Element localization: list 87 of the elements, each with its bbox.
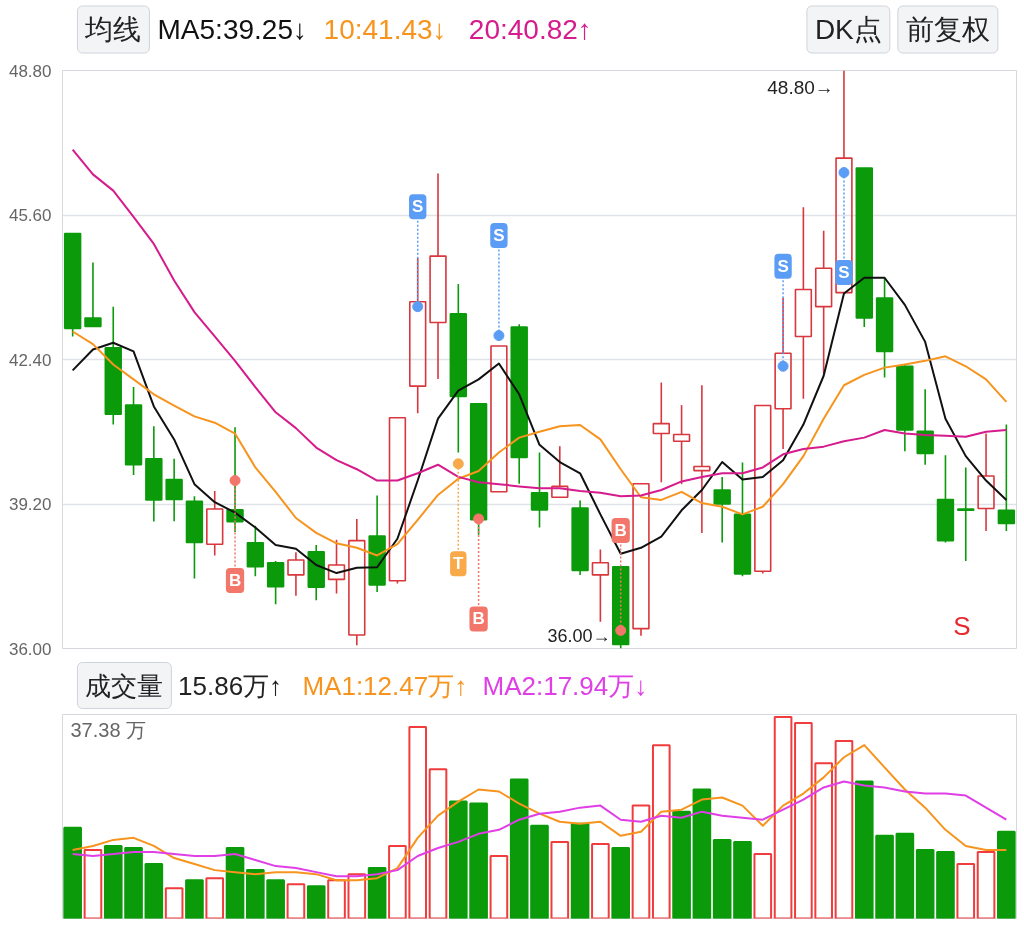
data-label: S: [838, 263, 850, 283]
bar: [692, 788, 712, 919]
text: 均线: [84, 14, 142, 45]
bar: [915, 848, 935, 919]
data-label: B: [472, 609, 485, 629]
bar: [976, 850, 996, 919]
bar: [164, 887, 184, 919]
y-tick-label: 36.00: [8, 639, 52, 659]
point: [412, 301, 424, 313]
candlestick: [814, 230, 833, 375]
candlestick: [957, 466, 975, 562]
bar: [672, 810, 691, 919]
bar: [306, 885, 326, 919]
data-label: S: [412, 197, 424, 217]
bar: [489, 855, 509, 919]
data-label: T: [453, 554, 465, 574]
point: [229, 475, 241, 487]
bar: [936, 850, 955, 919]
bar: [834, 740, 854, 919]
point: [777, 360, 789, 372]
text: DK点: [814, 14, 882, 45]
candlestick: [429, 172, 447, 380]
candlestick: [104, 305, 122, 426]
candlestick: [145, 425, 163, 523]
text: MA5:39.25↓: [157, 14, 307, 45]
candlestick: [652, 381, 670, 484]
data-label: B: [228, 571, 242, 591]
y-tick-label: 48.80: [8, 61, 52, 81]
bar: [63, 826, 82, 919]
candlestick: [713, 476, 731, 544]
text: 10:41.43↓: [323, 14, 447, 45]
line-series: [71, 330, 1008, 557]
text: 15.86万↑: [178, 670, 283, 701]
candlestick: [693, 384, 711, 534]
candlestick: [794, 206, 813, 400]
candlestick: [510, 323, 528, 485]
bar: [753, 852, 773, 919]
bar: [956, 863, 976, 919]
y-tick-label: 39.20: [8, 495, 52, 514]
candlestick: [875, 277, 894, 379]
candlestick: [916, 388, 934, 466]
annotation: 36.00→: [547, 625, 611, 646]
bar: [205, 877, 225, 919]
text: 成交量: [85, 670, 164, 701]
point: [615, 624, 627, 636]
candlestick: [571, 499, 589, 576]
data-label: S: [777, 256, 789, 276]
candlestick: [307, 544, 325, 601]
candlestick: [165, 458, 183, 522]
point: [473, 513, 485, 525]
data-label: B: [614, 520, 627, 540]
candlestick: [368, 494, 386, 593]
bar: [651, 744, 671, 919]
text: MA1:12.47万↑: [302, 670, 468, 701]
bar: [591, 842, 610, 919]
candlestick: [348, 518, 366, 647]
bar: [428, 768, 448, 919]
bar: [550, 840, 570, 919]
bar: [185, 879, 204, 919]
annotation: S: [953, 610, 971, 641]
bar: [83, 848, 103, 919]
bar: [997, 830, 1016, 919]
text: 20:40.82↑: [468, 14, 592, 45]
point: [452, 458, 464, 470]
line-series: [71, 148, 1008, 498]
y-tick-label: 42.40: [8, 350, 52, 370]
candlestick: [449, 283, 468, 454]
bar: [631, 804, 651, 919]
text: MA2:17.94万↓: [482, 670, 648, 701]
y-tick-label: 45.60: [8, 206, 52, 225]
bar: [286, 883, 306, 919]
bar: [895, 832, 915, 919]
candlestick: [206, 490, 224, 557]
candlestick: [287, 551, 305, 597]
bar: [611, 846, 631, 919]
point: [493, 330, 505, 342]
text: 前复权: [905, 14, 990, 45]
bar: [225, 846, 245, 919]
bar: [570, 822, 590, 919]
bar: [144, 863, 164, 919]
bar: [773, 715, 793, 919]
annotation: 48.80→: [767, 76, 834, 98]
annotation: 37.38 万: [70, 718, 147, 741]
candlestick: [977, 432, 995, 532]
point: [838, 167, 850, 179]
data-label: S: [493, 226, 505, 246]
candlestick: [672, 404, 691, 485]
